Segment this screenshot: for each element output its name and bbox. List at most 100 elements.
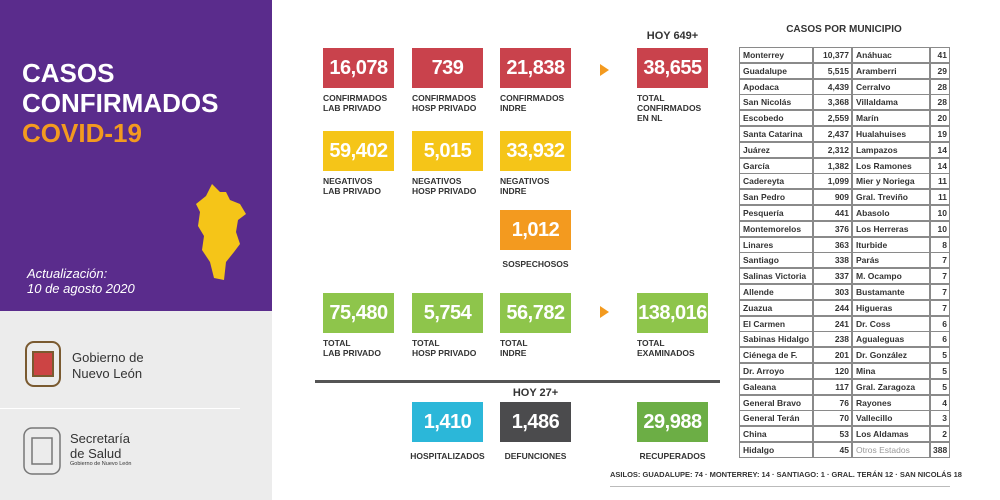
table-cell: 120	[813, 363, 852, 379]
table-cell: 7	[930, 284, 950, 300]
table-cell: Juárez	[739, 141, 813, 158]
table-cell: 76	[813, 394, 852, 411]
stat-value: 38,655	[637, 48, 708, 88]
table-cell: Dr. Arroyo	[739, 363, 813, 379]
subtitle: COVID-19	[22, 118, 142, 148]
table-cell: 7	[930, 268, 950, 285]
stat-value: 21,838	[500, 48, 571, 88]
stat-value: 29,988	[637, 402, 708, 442]
table-cell: 5,515	[813, 62, 852, 79]
table-cell: 337	[813, 268, 852, 285]
stat-label: RECUPERADOS	[639, 451, 706, 461]
footer-rule	[610, 486, 950, 487]
table-cell: 45	[813, 442, 852, 458]
stat-value: 739	[412, 48, 483, 88]
emblem	[25, 341, 61, 387]
table-cell: 3	[930, 410, 950, 427]
table-cell: Aramberri	[852, 62, 930, 79]
stat-value: 138,016	[637, 293, 708, 333]
table-title: CASOS POR MUNICIPIO	[786, 24, 902, 35]
table-cell: 376	[813, 220, 852, 237]
table-cell: Gral. Zaragoza	[852, 378, 930, 395]
arrow	[600, 306, 609, 318]
stat-label: TOTAL INDRE	[500, 338, 528, 358]
table-cell: Guadalupe	[739, 62, 813, 79]
table-cell: 10	[930, 220, 950, 237]
table-cell: Sabinas Hidalgo	[739, 331, 813, 348]
stat-label: TOTAL CONFIRMADOS EN NL	[637, 93, 702, 123]
table-cell: 2,312	[813, 141, 852, 158]
table-cell: Los Herreras	[852, 220, 930, 237]
table-cell: Otros Estados	[852, 442, 930, 458]
table-cell: 29	[930, 62, 950, 79]
table-cell: 3,368	[813, 94, 852, 111]
table-cell: China	[739, 426, 813, 443]
update-label: Actualización:	[27, 266, 108, 281]
table-cell: 20	[930, 110, 950, 127]
table-cell: 4	[930, 394, 950, 411]
table-cell: General Bravo	[739, 394, 813, 411]
table-cell: Lampazos	[852, 141, 930, 158]
table-cell: 10,377	[813, 47, 852, 63]
table-cell: Mier y Noriega	[852, 173, 930, 190]
table-cell: Mina	[852, 363, 930, 379]
stat-value: 16,078	[323, 48, 394, 88]
update-date: 10 de agosto 2020	[27, 281, 135, 296]
table-cell: 2,437	[813, 126, 852, 142]
stat-label: CONFIRMADOS INDRE	[500, 93, 565, 113]
table-cell: 117	[813, 378, 852, 395]
stat-label: CONFIRMADOS LAB PRIVADO	[323, 93, 388, 113]
logo-divider	[0, 408, 240, 409]
table-cell: 1,099	[813, 173, 852, 190]
table-cell: San Pedro	[739, 189, 813, 206]
stat-label: NEGATIVOS HOSP PRIVADO	[412, 176, 477, 196]
table-cell: 303	[813, 284, 852, 300]
table-cell: 388	[930, 442, 950, 458]
table-cell: 6	[930, 315, 950, 332]
stat-value: 1,486	[500, 402, 571, 442]
table-cell: Zuazua	[739, 299, 813, 316]
table-cell: El Carmen	[739, 315, 813, 332]
table-cell: Allende	[739, 284, 813, 300]
table-cell: 10	[930, 205, 950, 221]
table-cell: 6	[930, 331, 950, 348]
table-cell: 14	[930, 157, 950, 174]
logo-text: Nuevo León	[72, 366, 143, 381]
table-cell: Anáhuac	[852, 47, 930, 63]
stat-value: 75,480	[323, 293, 394, 333]
table-cell: Marín	[852, 110, 930, 127]
state-map	[196, 184, 246, 280]
table-cell: Hidalgo	[739, 442, 813, 458]
table-cell: Gral. Treviño	[852, 189, 930, 206]
stat-label: DEFUNCIONES	[504, 451, 567, 461]
table-cell: 14	[930, 141, 950, 158]
divider	[315, 380, 720, 383]
table-cell: Los Aldamas	[852, 426, 930, 443]
stat-label: SOSPECHOSOS	[502, 259, 569, 269]
table-cell: Iturbide	[852, 236, 930, 253]
table-cell: Rayones	[852, 394, 930, 411]
table-cell: Abasolo	[852, 205, 930, 221]
stat-value: 1,012	[500, 210, 571, 250]
table-cell: 11	[930, 173, 950, 190]
table-cell: 5	[930, 347, 950, 364]
footer-note: ASILOS: GUADALUPE: 74 · MONTERREY: 14 · …	[610, 470, 962, 479]
table-cell: Vallecillo	[852, 410, 930, 427]
table-cell: Hualahuises	[852, 126, 930, 142]
table-cell: Apodaca	[739, 78, 813, 95]
table-cell: Agualeguas	[852, 331, 930, 348]
stat-label: TOTAL EXAMINADOS	[637, 338, 695, 358]
table-cell: Parás	[852, 252, 930, 269]
stat-value: 1,410	[412, 402, 483, 442]
table-cell: Galeana	[739, 378, 813, 395]
table-cell: 201	[813, 347, 852, 364]
stat-value: 59,402	[323, 131, 394, 171]
stat-value: 33,932	[500, 131, 571, 171]
table-cell: Montemorelos	[739, 220, 813, 237]
table-cell: 19	[930, 126, 950, 142]
table-cell: Linares	[739, 236, 813, 253]
table-cell: 7	[930, 252, 950, 269]
table-cell: 53	[813, 426, 852, 443]
table-cell: Higueras	[852, 299, 930, 316]
